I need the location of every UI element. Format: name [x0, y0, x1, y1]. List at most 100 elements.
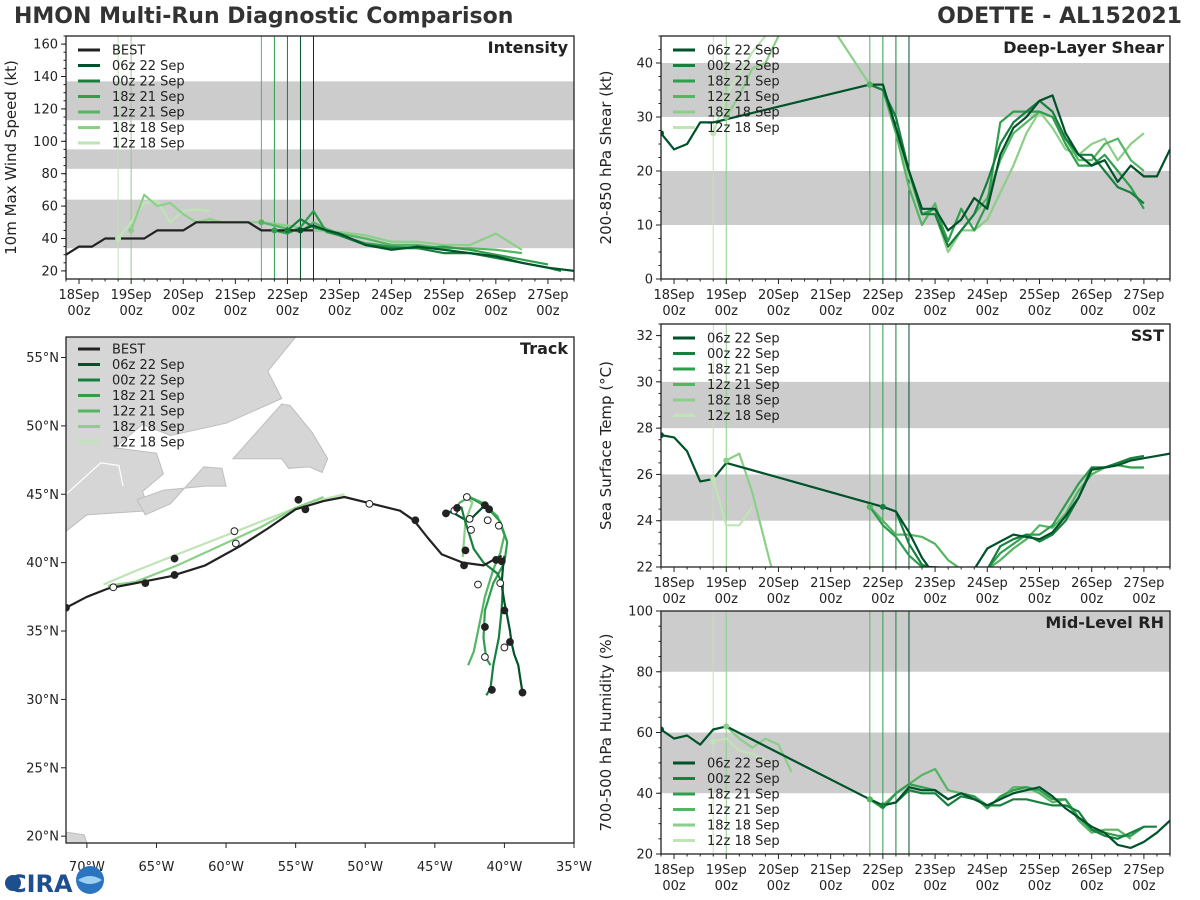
track-xtick-label: 50°W	[347, 860, 383, 875]
intensity-xtick-label-hour: 00z	[484, 304, 508, 319]
sst-band-0	[661, 474, 1170, 521]
track-forecast-marker	[483, 516, 492, 525]
intensity-xtick-label-day: 24Sep	[371, 288, 412, 303]
rh-xtick-label-hour: 00z	[662, 879, 686, 894]
intensity-xtick-label-day: 26Sep	[475, 288, 516, 303]
rh-xtick-label-hour: 00z	[923, 879, 947, 894]
shear-xtick-label-hour: 00z	[1080, 304, 1104, 319]
sst-xtick-label-hour: 00z	[715, 592, 739, 607]
track-xtick-label: 35°W	[556, 860, 592, 875]
storm-title: ODETTE - AL152021	[937, 4, 1182, 29]
rh-xtick-label-day: 23Sep	[915, 863, 956, 878]
rh-init-marker	[866, 796, 873, 803]
intensity-ytick-label: 140	[33, 70, 58, 85]
sst-title: SST	[1131, 326, 1164, 345]
rh-legend-label: 12z 18 Sep	[707, 834, 780, 849]
track-forecast-marker	[461, 546, 470, 555]
rh-xtick-label-day: 26Sep	[1071, 863, 1112, 878]
intensity-xtick-label-day: 27Sep	[527, 288, 568, 303]
border-line	[66, 462, 124, 495]
shear-xtick-label-hour: 00z	[715, 304, 739, 319]
rh-xtick-label-hour: 00z	[871, 879, 895, 894]
track-forecast-marker	[518, 688, 527, 697]
sst-ytick-label: 24	[636, 514, 653, 529]
intensity-ylabel: 10m Max Wind Speed (kt)	[2, 60, 20, 255]
sst-series-18z-18-sep	[725, 452, 773, 567]
intensity-init-marker	[271, 227, 278, 234]
shear-legend-label: 00z 22 Sep	[707, 59, 780, 74]
track-xtick-label: 65°W	[139, 860, 175, 875]
intensity-ytick-label: 80	[41, 167, 58, 182]
sst-series-12z-18-sep	[712, 478, 754, 527]
intensity-xtick-label-day: 25Sep	[423, 288, 464, 303]
rh-xtick-label-day: 24Sep	[967, 863, 1008, 878]
rh-series-18z-21-sep	[869, 782, 1145, 837]
rh-legend-label: 12z 21 Sep	[707, 803, 780, 818]
track-legend-label: 06z 22 Sep	[112, 358, 185, 373]
sst-legend-label: 12z 18 Sep	[707, 409, 780, 424]
track-forecast-marker	[481, 623, 489, 631]
intensity-xtick-label-day: 19Sep	[111, 288, 152, 303]
sst-xtick-label-hour: 00z	[819, 592, 843, 607]
rh-plot-area	[661, 611, 1170, 854]
intensity-legend-label: 12z 18 Sep	[112, 137, 185, 152]
rh-init-marker	[661, 726, 664, 733]
intensity-ytick-label: 160	[33, 38, 58, 53]
intensity-xtick-label-hour: 00z	[276, 304, 300, 319]
rh-legend-label: 06z 22 Sep	[707, 757, 780, 772]
track-forecast-line	[500, 555, 524, 693]
cira-logo-text: CIRA	[9, 870, 73, 898]
sst-plot-area	[661, 324, 1170, 567]
rh-legend-label: 00z 22 Sep	[707, 772, 780, 787]
sst-ytick-label: 22	[636, 561, 653, 576]
track-best-marker	[66, 603, 70, 612]
rh-ytick-label: 40	[636, 787, 653, 802]
intensity-xtick-label-day: 23Sep	[319, 288, 360, 303]
sst-legend-label: 18z 21 Sep	[707, 363, 780, 378]
land-mass-1	[231, 403, 329, 474]
shear-xtick-label-hour: 00z	[767, 304, 791, 319]
rh-ytick-label: 20	[636, 848, 653, 863]
shear-xtick-label-hour: 00z	[923, 304, 947, 319]
track-forecast-marker	[506, 638, 514, 646]
shear-ytick-label: 40	[636, 57, 653, 72]
intensity-ytick-label: 20	[41, 264, 58, 279]
shear-series-12z-21-sep	[869, 83, 1145, 248]
intensity-xtick-label-day: 22Sep	[267, 288, 308, 303]
track-legend-label: BEST	[112, 343, 145, 358]
track-forecast-line	[445, 504, 486, 523]
shear-legend-label: 12z 21 Sep	[707, 90, 780, 105]
track-ytick-label: 45°N	[26, 488, 59, 503]
sst-xtick-label-hour: 00z	[767, 592, 791, 607]
intensity-xtick-label-hour: 00z	[67, 304, 91, 319]
rh-xtick-label-day: 22Sep	[862, 863, 903, 878]
sst-xtick-label-hour: 00z	[871, 592, 895, 607]
intensity-series-12z-18-sep	[117, 200, 210, 240]
track-forecast-marker	[230, 527, 239, 536]
track-ytick-label: 20°N	[26, 830, 59, 845]
shear-xtick-label-day: 21Sep	[810, 288, 851, 303]
rh-xtick-label-day: 25Sep	[1019, 863, 1060, 878]
sst-xtick-label-hour: 00z	[976, 592, 1000, 607]
track-best-marker	[301, 505, 310, 514]
intensity-band-1	[66, 149, 574, 169]
sst-panel: 22242628303218Sep00z19Sep00z20Sep00z21Se…	[597, 323, 1171, 607]
intensity-band-2	[66, 81, 574, 121]
track-legend-label: 18z 18 Sep	[112, 420, 185, 435]
track-forecast-marker	[462, 493, 471, 501]
track-forecast-marker	[467, 525, 475, 534]
track-forecast-marker	[474, 580, 482, 589]
rh-xtick-label-day: 20Sep	[758, 863, 799, 878]
track-forecast-marker	[494, 521, 503, 530]
intensity-init-marker	[115, 235, 122, 242]
shear-xtick-label-day: 26Sep	[1071, 288, 1112, 303]
rh-xtick-label-hour: 00z	[1028, 879, 1052, 894]
track-forecast-line	[460, 506, 505, 696]
intensity-init-marker	[297, 227, 304, 234]
intensity-title: Intensity	[488, 38, 569, 57]
intensity-xtick-label-day: 21Sep	[215, 288, 256, 303]
track-forecast-marker	[170, 554, 179, 563]
shear-title: Deep-Layer Shear	[1003, 38, 1164, 57]
shear-legend-label: 18z 18 Sep	[707, 106, 780, 121]
sst-init-marker	[866, 503, 873, 510]
